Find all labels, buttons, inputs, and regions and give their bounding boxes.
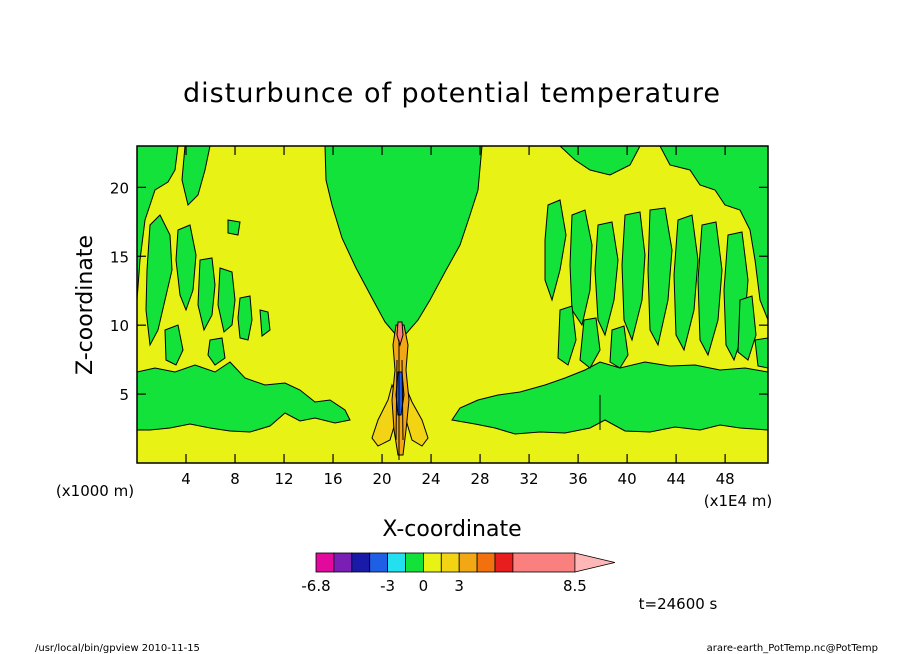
colorbar-swatch-7 xyxy=(440,552,460,573)
colorbar-swatch-9 xyxy=(476,552,496,573)
x-tick-label-10: 44 xyxy=(667,470,686,488)
colorbar-swatch-11 xyxy=(512,552,576,573)
x-tick-label-8: 36 xyxy=(569,470,588,488)
lower-right-green-band xyxy=(451,361,768,435)
colorbar-swatch-0 xyxy=(315,552,335,573)
x-tick-label-11: 48 xyxy=(716,470,735,488)
colorbar-arrow xyxy=(574,552,615,573)
time-annotation: t=24600 s xyxy=(639,595,718,613)
plot-area xyxy=(137,146,768,463)
colorbar-label-0: -6.8 xyxy=(301,577,330,595)
left-green-streaks xyxy=(137,146,271,366)
right-green-streaks xyxy=(544,146,768,369)
colorbar: -6.8 -3 0 3 8.5 xyxy=(301,552,615,595)
x-axis-label: X-coordinate xyxy=(382,517,521,542)
colorbar-swatch-5 xyxy=(405,552,424,573)
x-tick-label-7: 32 xyxy=(520,470,539,488)
x-unit-right: (x1E4 m) xyxy=(704,492,773,510)
x-tick-label-4: 20 xyxy=(373,470,392,488)
x-tick-label-0: 4 xyxy=(181,470,191,488)
colorbar-swatch-2 xyxy=(351,552,371,573)
x-tick-label-3: 16 xyxy=(323,470,342,488)
colorbar-swatch-1 xyxy=(333,552,353,573)
colorbar-swatch-6 xyxy=(422,552,442,573)
footer-right: arare-earth_PotTemp.nc@PotTemp xyxy=(707,643,878,654)
colorbar-label-2: 0 xyxy=(419,577,429,595)
y-axis: 5 10 15 20 xyxy=(110,179,768,404)
colorbar-label-1: -3 xyxy=(380,577,395,595)
y-tick-label-2: 15 xyxy=(110,248,129,266)
plume-contour-lines xyxy=(395,340,601,460)
plume-warm-core xyxy=(396,321,404,347)
y-tick-label-0: 5 xyxy=(119,386,129,404)
chart-title: disturbunce of potential temperature xyxy=(183,78,721,109)
colorbar-swatch-8 xyxy=(458,552,478,573)
colorbar-label-3: 3 xyxy=(454,577,464,595)
x-tick-label-6: 28 xyxy=(471,470,490,488)
colorbar-swatch-10 xyxy=(494,552,514,573)
plot-frame xyxy=(136,145,769,464)
lower-left-green-band xyxy=(137,361,351,433)
x-tick-label-9: 40 xyxy=(618,470,637,488)
x-tick-label-1: 8 xyxy=(230,470,240,488)
x-unit-left: (x1000 m) xyxy=(56,482,134,500)
colorbar-label-4: 8.5 xyxy=(563,577,587,595)
colorbar-swatch-3 xyxy=(369,552,389,573)
x-axis: 4 8 12 16 20 24 28 32 36 40 44 48 xyxy=(181,146,735,488)
y-tick-label-1: 10 xyxy=(110,317,129,335)
colorbar-swatch-4 xyxy=(387,552,406,573)
y-axis-label: Z-coordinate xyxy=(73,235,98,375)
y-tick-label-3: 20 xyxy=(110,179,129,197)
x-tick-label-5: 24 xyxy=(422,470,441,488)
footer-left: /usr/local/bin/gpview 2010-11-15 xyxy=(35,643,200,654)
x-tick-label-2: 12 xyxy=(274,470,293,488)
